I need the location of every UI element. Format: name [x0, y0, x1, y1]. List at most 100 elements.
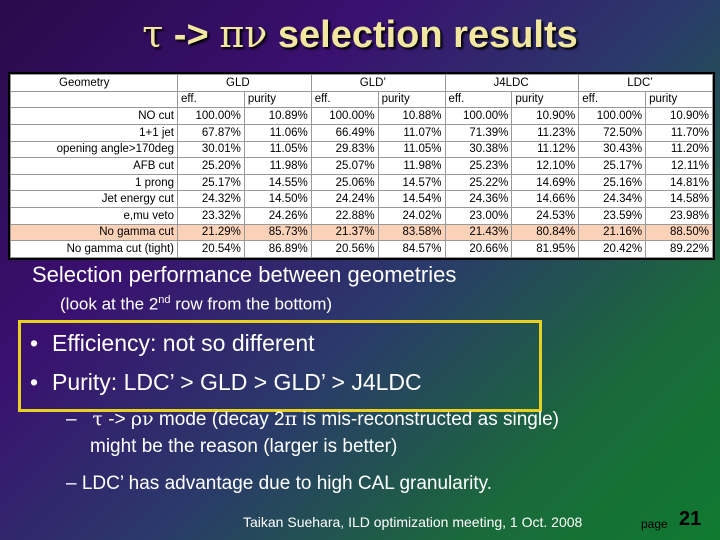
value-cell: 11.70%: [645, 123, 713, 142]
value-cell: 24.53%: [511, 207, 580, 225]
value-cell: 80.84%: [511, 223, 580, 242]
value-cell: 29.83%: [310, 140, 379, 159]
row-label: opening angle>170deg: [10, 140, 178, 159]
note-post: row from the bottom): [170, 294, 333, 314]
metric-header: purity: [511, 90, 580, 109]
footer-credit: Taikan Suehara, ILD optimization meeting…: [243, 514, 583, 530]
value-cell: 12.10%: [511, 157, 580, 175]
value-cell: 10.89%: [243, 107, 312, 125]
row-label: No gamma cut (tight): [10, 240, 178, 258]
value-cell: 14.57%: [377, 173, 446, 192]
row-label: 1 prong: [10, 173, 178, 192]
value-cell: 10.88%: [377, 107, 446, 125]
value-cell: 20.54%: [177, 240, 245, 258]
bullet-text: Purity: LDC’ > GLD > GLD’ > J4LDC: [52, 369, 422, 395]
sub-bullet-rho-mode-line2: might be the reason (larger is better): [90, 436, 398, 457]
value-cell: 21.16%: [578, 223, 647, 242]
page-label: page: [641, 517, 668, 531]
row-label: 1+1 jet: [10, 123, 178, 142]
value-cell: 12.11%: [645, 157, 713, 175]
value-cell: 100.00%: [177, 107, 245, 125]
note-pre: (look at the 2: [60, 294, 159, 314]
value-cell: 21.29%: [177, 223, 245, 242]
geometry-column-header: GLD: [177, 74, 312, 92]
row-label: e,mu veto: [10, 207, 178, 225]
value-cell: 25.17%: [578, 157, 647, 175]
geometry-column-header: GLD’: [310, 74, 446, 92]
tau-symbol: τ: [92, 408, 103, 430]
metric-header: purity: [243, 90, 312, 109]
value-cell: 23.32%: [177, 207, 245, 225]
tau-symbol: τ: [142, 12, 164, 56]
results-table-container: Geometry GLD GLD’ J4LDC LDC’ eff. purity eff. pu…: [8, 72, 715, 260]
value-cell: 11.98%: [243, 157, 312, 175]
table-row: No gamma cut (tight) 20.54% 86.89% 20.56% 84…: [10, 240, 713, 258]
nu-symbol: ν: [142, 408, 154, 430]
bullet-purity: • Purity: LDC’ > GLD > GLD’ > J4LDC: [30, 369, 422, 396]
geometry-header: Geometry: [10, 74, 178, 92]
table-header-metrics: eff. purity eff. purity eff. purity eff. purity: [10, 90, 713, 109]
value-cell: 21.43%: [444, 223, 513, 242]
sub-bullet-rho-mode: – τ -> ρν mode (decay 2π is mis-reconstr…: [66, 408, 559, 430]
value-cell: 11.07%: [377, 123, 446, 142]
value-cell: 11.98%: [377, 157, 446, 175]
blank-cell: [10, 90, 178, 109]
rho-symbol: ρ: [130, 408, 143, 430]
value-cell: 89.22%: [645, 240, 713, 258]
row-label: Jet energy cut: [10, 190, 178, 208]
value-cell: 25.06%: [310, 173, 379, 192]
value-cell: 25.20%: [177, 157, 245, 175]
bullet-efficiency: • Efficiency: not so different: [30, 330, 315, 357]
value-cell: 66.49%: [310, 123, 379, 142]
value-cell: 24.34%: [578, 190, 647, 208]
value-cell: 10.90%: [511, 107, 580, 125]
note-sup: nd: [158, 294, 171, 306]
geometry-column-header: J4LDC: [444, 74, 580, 92]
table-row: opening angle>170deg 30.01% 11.05% 29.83% 11…: [10, 140, 713, 159]
value-cell: 11.06%: [243, 123, 312, 142]
value-cell: 67.87%: [177, 123, 245, 142]
pi-symbol: π: [219, 12, 245, 56]
value-cell: 100.00%: [578, 107, 647, 125]
value-cell: 11.20%: [645, 140, 713, 159]
bullet-dot: •: [30, 330, 39, 356]
results-table: Geometry GLD GLD’ J4LDC LDC’ eff. purity eff. pu…: [10, 74, 713, 258]
value-cell: 20.42%: [578, 240, 647, 258]
value-cell: 21.37%: [310, 223, 379, 242]
value-cell: 84.57%: [377, 240, 446, 258]
value-cell: 20.56%: [310, 240, 379, 258]
metric-header: eff.: [444, 90, 513, 109]
value-cell: 83.58%: [377, 223, 446, 242]
value-cell: 24.26%: [243, 207, 312, 225]
value-cell: 14.55%: [243, 173, 312, 192]
value-cell: 25.16%: [578, 173, 647, 192]
table-row: AFB cut 25.20% 11.98% 25.07% 11.98% 25.23% 12.…: [10, 157, 713, 175]
value-cell: 25.22%: [444, 173, 513, 192]
value-cell: 88.50%: [645, 223, 713, 242]
value-cell: 23.59%: [578, 207, 647, 225]
row-label: No gamma cut: [10, 223, 178, 242]
sub-bullet-ldc: – LDC’ has advantage due to high CAL gra…: [66, 473, 493, 494]
value-cell: 14.69%: [511, 173, 580, 192]
value-cell: 22.88%: [310, 207, 379, 225]
metric-header: purity: [377, 90, 446, 109]
value-cell: 30.43%: [578, 140, 647, 159]
value-cell: 85.73%: [243, 223, 312, 242]
value-cell: 100.00%: [444, 107, 513, 125]
page-number: 21: [679, 508, 702, 530]
value-cell: 11.05%: [243, 140, 312, 159]
value-cell: 30.38%: [444, 140, 513, 159]
table-row: NO cut 100.00% 10.89% 100.00% 10.88% 100.00% 1…: [10, 107, 713, 125]
metric-header: purity: [645, 90, 713, 109]
table-row: e,mu veto 23.32% 24.26% 22.88% 24.02% 23.00% 2…: [10, 207, 713, 225]
value-cell: 30.01%: [177, 140, 245, 159]
arrow-text: ->: [163, 14, 220, 56]
value-cell: 14.58%: [645, 190, 713, 208]
value-cell: 14.66%: [511, 190, 580, 208]
title-text: selection results: [267, 14, 578, 56]
value-cell: 24.02%: [377, 207, 446, 225]
nu-symbol: ν: [244, 12, 268, 56]
value-cell: 72.50%: [578, 123, 647, 142]
arrow-text: ->: [102, 409, 131, 430]
value-cell: 11.05%: [377, 140, 446, 159]
